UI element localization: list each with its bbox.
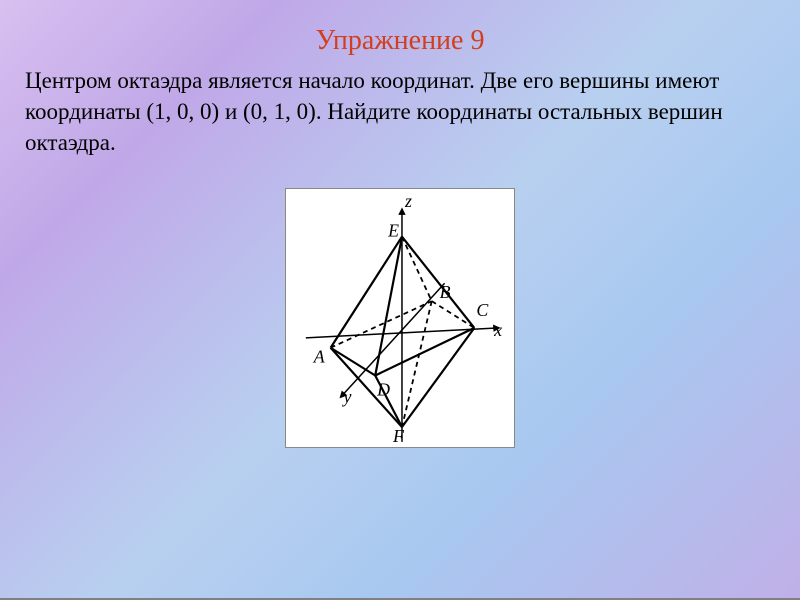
svg-text:D: D bbox=[376, 379, 390, 399]
svg-text:x: x bbox=[493, 320, 502, 340]
svg-text:E: E bbox=[387, 221, 399, 241]
svg-text:B: B bbox=[440, 282, 451, 302]
exercise-title: Упражнение 9 bbox=[0, 0, 800, 65]
diagram-container: A B C D E Fx y z bbox=[0, 188, 800, 448]
svg-text:C: C bbox=[476, 300, 489, 320]
svg-text:y: y bbox=[341, 386, 351, 406]
problem-statement: Центром октаэдра является начало координ… bbox=[0, 65, 800, 158]
octahedron-diagram: A B C D E Fx y z bbox=[285, 188, 515, 448]
svg-text:A: A bbox=[313, 347, 325, 367]
svg-text:F: F bbox=[392, 426, 405, 446]
svg-text:z: z bbox=[404, 191, 412, 211]
